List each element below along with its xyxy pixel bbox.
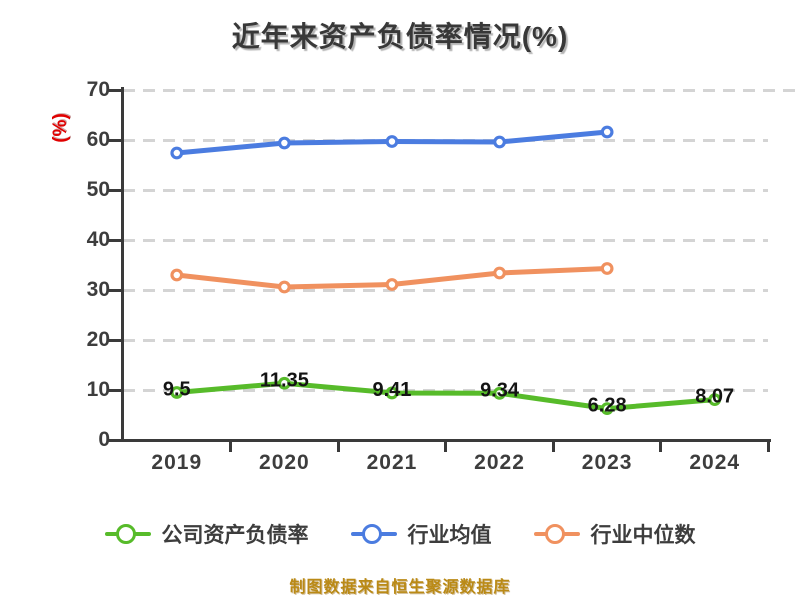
x-tick-6 xyxy=(767,441,770,452)
legend-item-industry-avg[interactable]: 行业均值 xyxy=(350,519,492,549)
legend-item-company[interactable]: 公司资产负债率 xyxy=(104,519,309,549)
series-point-industry_median-2023 xyxy=(600,262,614,275)
legend-item-industry-median[interactable]: 行业中位数 xyxy=(533,519,696,549)
x-axis-tick-label: 2024 xyxy=(689,451,741,474)
y-tick-40 xyxy=(108,238,121,242)
x-tick-3 xyxy=(444,441,448,452)
y-tick-20 xyxy=(108,338,121,342)
x-tick-2 xyxy=(336,441,340,452)
legend-label-industry-avg: 行业均值 xyxy=(407,524,492,547)
series-point-company-2020 xyxy=(277,376,291,390)
y-axis-tick-label: 60 xyxy=(86,128,110,151)
x-tick-1 xyxy=(229,441,233,452)
legend-circle-icon xyxy=(544,523,565,544)
x-tick-5 xyxy=(659,441,663,452)
y-tick-30 xyxy=(108,288,121,292)
gridline-70 xyxy=(123,88,795,92)
x-axis-tick-label: 2020 xyxy=(259,451,310,474)
data-label-company-2023: 6.28 xyxy=(588,395,627,417)
y-tick-60 xyxy=(108,138,121,142)
gridline-50 xyxy=(123,188,768,192)
legend-circle-icon xyxy=(361,523,382,544)
y-axis-tick-label: 50 xyxy=(86,178,110,201)
y-tick-0 xyxy=(108,438,121,442)
x-axis-line xyxy=(121,439,771,442)
gridline-20 xyxy=(123,338,768,342)
y-axis-line xyxy=(121,87,124,442)
legend-marker-industry-median xyxy=(533,523,580,545)
data-source-note: 制图数据来自恒生聚源数据库 xyxy=(289,579,511,596)
x-axis-tick-label: 2022 xyxy=(474,451,525,474)
series-line-industry_avg xyxy=(174,129,610,156)
gridline-40 xyxy=(123,238,768,242)
x-axis-tick-label: 2019 xyxy=(151,451,203,474)
y-axis-tick-label: 30 xyxy=(86,278,110,301)
chart-title: 近年来资产负债率情况(%) xyxy=(231,21,569,52)
x-axis-tick-label: 2023 xyxy=(581,451,633,474)
legend-marker-industry-avg xyxy=(350,523,397,545)
legend-circle-icon xyxy=(115,523,136,544)
gridline-60 xyxy=(123,138,768,142)
series-line-industry_median xyxy=(174,266,610,290)
y-tick-70 xyxy=(108,88,121,92)
series-point-industry_avg-2019 xyxy=(170,146,184,160)
y-axis-tick-label: 70 xyxy=(86,78,110,101)
series-point-company-2024 xyxy=(708,393,722,407)
y-tick-10 xyxy=(108,388,121,392)
y-axis-tick-label: 20 xyxy=(86,328,110,351)
gridline-30 xyxy=(123,288,768,292)
gridline-10 xyxy=(123,388,768,392)
series-point-industry_avg-2023 xyxy=(600,125,614,139)
y-axis-tick-label: 0 xyxy=(98,428,110,451)
y-tick-50 xyxy=(108,188,121,192)
series-line-company xyxy=(174,380,718,412)
x-axis-tick-label: 2021 xyxy=(366,451,418,474)
legend: 公司资产负债率 行业均值 行业中位数 xyxy=(0,519,800,549)
series-point-industry_median-2019 xyxy=(170,268,184,282)
x-tick-4 xyxy=(551,441,555,452)
legend-marker-company xyxy=(104,523,151,545)
legend-label-industry-median: 行业中位数 xyxy=(590,524,696,547)
y-axis-tick-label: 40 xyxy=(86,228,110,251)
y-axis-tick-label: 10 xyxy=(86,378,110,401)
series-point-industry_median-2022 xyxy=(493,266,506,280)
series-point-company-2023 xyxy=(600,402,614,416)
legend-label-company: 公司资产负债率 xyxy=(161,524,309,547)
